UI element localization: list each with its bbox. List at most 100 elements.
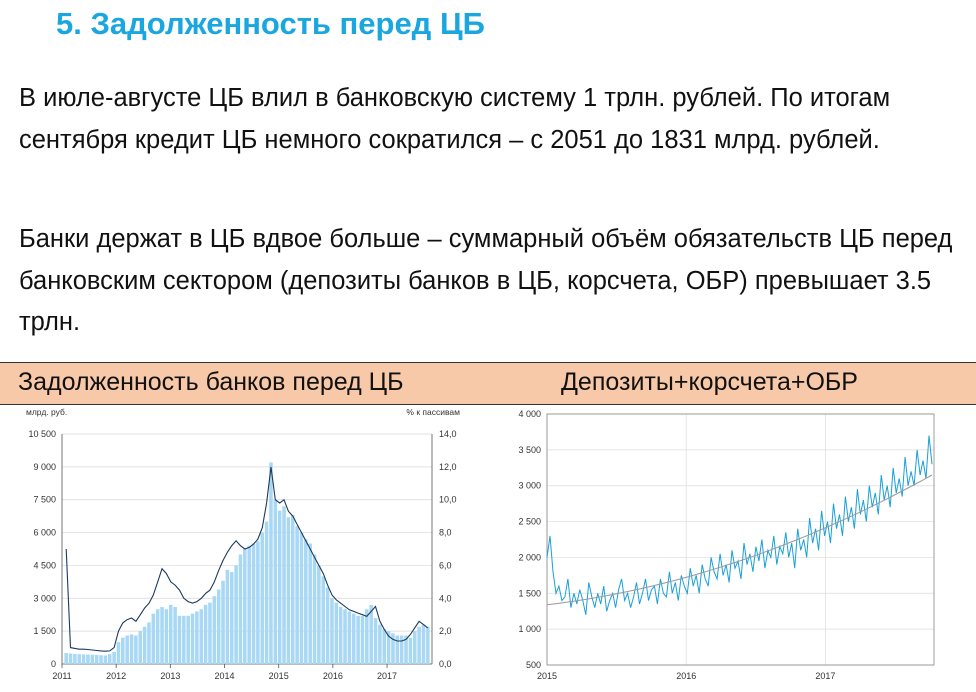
y-tick-label-right: 4,0 [439,593,452,603]
axis-unit-right: % к пассивам [406,407,460,417]
bar [243,547,247,664]
y-tick-label: 500 [526,660,541,670]
x-tick-label: 2016 [323,671,343,681]
y-tick-label-right: 10,0 [439,495,457,505]
y-tick-label: 4 000 [518,409,541,419]
bar [81,654,86,664]
paragraph-1: В июле-августе ЦБ влил в банковскую сист… [19,84,891,154]
bar [260,532,265,664]
bar [73,653,77,664]
bar [129,634,134,664]
bar [417,626,421,664]
bar [142,626,147,664]
bar [173,607,177,664]
bar [229,572,234,664]
bar [269,462,273,664]
bar [208,602,212,664]
bar [256,541,260,664]
bar [282,506,286,664]
bar [90,654,95,664]
y-tick-label-right: 6,0 [439,560,452,570]
bar [151,613,156,664]
bar [103,655,108,664]
chart-header-right: Депозиты+корсчета+ОБР [561,368,858,396]
bar [182,615,186,664]
y-tick-label-left: 10 500 [28,429,56,439]
x-tick-label: 2012 [106,671,126,681]
bar [225,569,230,664]
bar [408,637,413,664]
paragraph-2: Банки держат в ЦБ вдвое больше – суммарн… [19,225,953,336]
x-tick-label: 2014 [215,671,235,681]
bar [382,628,387,664]
bar [99,655,103,664]
axis-unit-left: млрд. руб. [26,407,67,417]
bar [360,615,365,664]
y-tick-label-right: 2,0 [439,626,452,636]
x-tick-label: 2015 [269,671,289,681]
bar [190,613,195,664]
x-tick-label: 2017 [815,671,835,681]
page-title: 5. Задолженность перед ЦБ [56,6,485,41]
bar [234,565,238,664]
bar [164,609,169,664]
bar [134,635,138,664]
bar [138,631,143,664]
x-tick-label: 2015 [537,671,557,681]
bar [347,611,352,664]
bar [378,624,382,664]
bar [251,543,256,664]
bar [391,633,395,664]
y-tick-label-right: 12,0 [439,462,457,472]
y-tick-label-right: 8,0 [439,528,452,538]
bank-debt-chart: млрд. руб. % к пассивам 0 1 500 3 000 4 500 6 … [26,407,460,681]
deposits-series-line [546,435,933,615]
bar [125,635,129,664]
y-tick-label: 2 500 [518,517,541,527]
bar [199,609,204,664]
y-tick-label-left: 0 [51,659,56,669]
y-tick-label-left: 9 000 [33,462,56,472]
bar [247,545,251,664]
bar [195,611,199,664]
y-tick-label: 1 000 [518,624,541,634]
share-of-liabilities-line [65,466,429,652]
bar [155,609,160,664]
chart-header-left: Задолженность банков перед ЦБ [18,368,404,396]
bar [212,596,217,664]
y-tick-label-left: 7 500 [33,495,56,505]
y-tick-label-right: 0,0 [439,659,452,669]
bar [121,637,125,664]
bar [221,580,225,664]
bar [107,654,112,664]
bar [147,622,151,664]
bar [277,510,282,664]
bar [186,615,190,664]
y-tick-label: 2 000 [518,552,541,562]
bar [116,642,121,664]
x-tick-label: 2013 [160,671,180,681]
bar [343,609,347,664]
bar [395,635,400,664]
bar [160,607,164,664]
x-tick-label: 2011 [52,671,71,681]
bar [356,615,360,664]
bar [312,554,317,664]
bar [264,521,269,664]
bar [168,604,173,664]
bar [325,587,330,664]
bar [203,604,208,664]
bar [216,589,221,664]
y-tick-label: 1 500 [518,588,541,598]
deposits-chart: 500 1 000 1 500 2 000 2 500 3 000 3 500 4 000 20… [518,409,935,681]
bar [68,653,73,664]
y-tick-label: 3 000 [518,481,541,491]
bar [295,526,299,664]
bar [177,615,182,664]
bar [238,554,243,664]
bar [77,654,82,664]
bar [290,515,295,664]
chart-header-band: Задолженность банков перед ЦБ Депозиты+к… [0,362,976,405]
bar [404,635,408,664]
bar [334,602,339,664]
